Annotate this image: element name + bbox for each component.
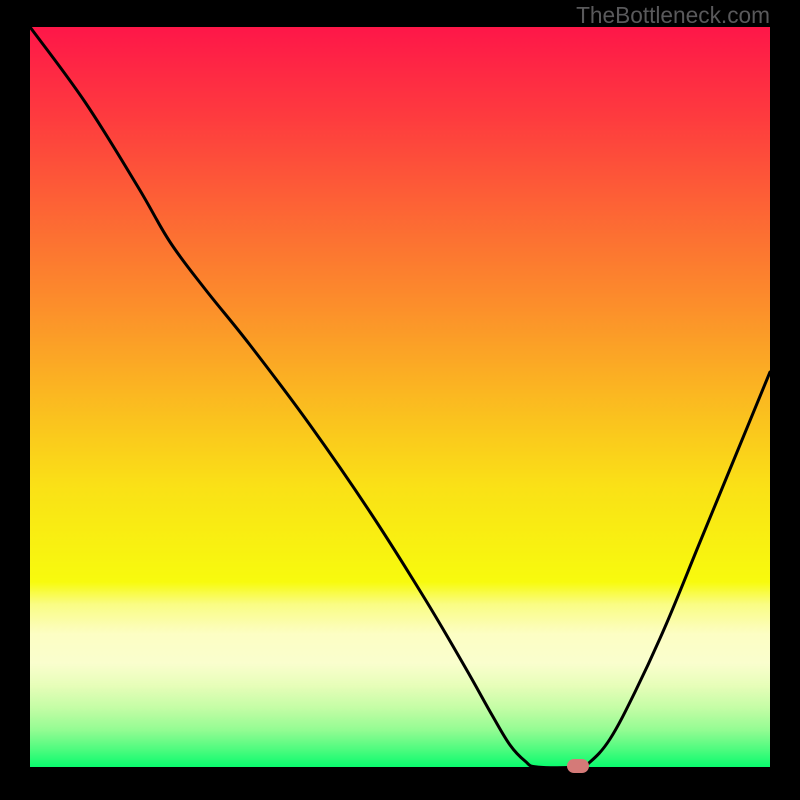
curve-layer — [30, 27, 770, 767]
watermark-text: TheBottleneck.com — [576, 2, 770, 29]
chart-container: { "chart": { "type": "line", "canvas": {… — [0, 0, 800, 800]
baseline — [30, 767, 770, 768]
bottleneck-curve — [30, 27, 770, 767]
optimum-marker — [567, 759, 589, 773]
plot-area — [30, 27, 770, 767]
